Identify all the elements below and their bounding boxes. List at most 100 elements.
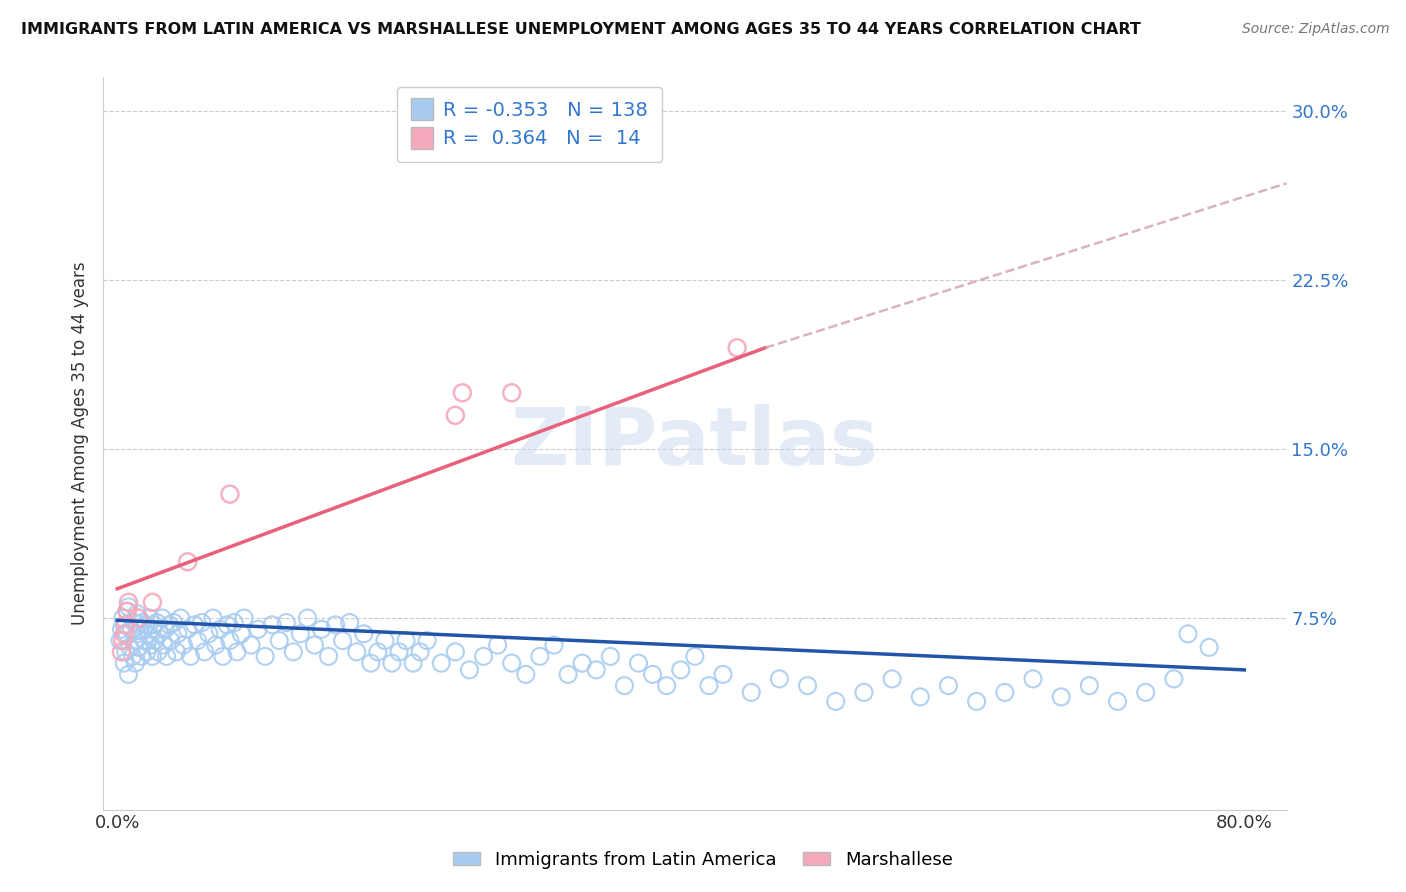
Point: [120, 623, 142, 637]
Point: [697, 679, 720, 693]
Point: [202, 611, 225, 625]
Point: [131, 615, 153, 630]
Point: [852, 685, 875, 699]
Point: [127, 640, 149, 655]
Point: [193, 645, 215, 659]
Point: [115, 604, 138, 618]
Point: [118, 640, 141, 655]
Point: [683, 649, 706, 664]
Point: [176, 623, 198, 637]
Point: [641, 667, 664, 681]
Point: [152, 638, 174, 652]
Point: [262, 617, 284, 632]
Point: [1198, 640, 1220, 655]
Point: [388, 645, 411, 659]
Point: [108, 633, 131, 648]
Point: [402, 656, 425, 670]
Point: [966, 694, 988, 708]
Point: [240, 638, 263, 652]
Point: [269, 633, 291, 648]
Point: [994, 685, 1017, 699]
Point: [145, 615, 167, 630]
Point: [110, 645, 132, 659]
Point: [150, 611, 173, 625]
Point: [543, 638, 565, 652]
Point: [557, 667, 579, 681]
Point: [880, 672, 903, 686]
Point: [1022, 672, 1045, 686]
Point: [141, 595, 163, 609]
Point: [112, 627, 135, 641]
Point: [247, 623, 270, 637]
Point: [125, 607, 148, 621]
Point: [381, 656, 404, 670]
Point: [139, 638, 162, 652]
Point: [571, 656, 593, 670]
Point: [768, 672, 790, 686]
Legend: R = -0.353   N = 138, R =  0.364   N =  14: R = -0.353 N = 138, R = 0.364 N = 14: [396, 87, 662, 162]
Point: [353, 627, 375, 641]
Point: [111, 633, 134, 648]
Point: [599, 649, 621, 664]
Point: [122, 615, 145, 630]
Point: [233, 611, 256, 625]
Point: [669, 663, 692, 677]
Point: [143, 633, 166, 648]
Point: [124, 633, 146, 648]
Point: [367, 645, 389, 659]
Point: [226, 645, 249, 659]
Point: [219, 633, 242, 648]
Point: [110, 623, 132, 637]
Point: [141, 623, 163, 637]
Point: [135, 645, 157, 659]
Point: [112, 617, 135, 632]
Point: [1078, 679, 1101, 693]
Point: [254, 649, 277, 664]
Point: [444, 409, 467, 423]
Point: [165, 645, 187, 659]
Point: [311, 623, 333, 637]
Point: [501, 656, 523, 670]
Point: [824, 694, 846, 708]
Point: [409, 645, 432, 659]
Point: [153, 623, 176, 637]
Point: [374, 633, 396, 648]
Point: [117, 667, 139, 681]
Text: IMMIGRANTS FROM LATIN AMERICA VS MARSHALLESE UNEMPLOYMENT AMONG AGES 35 TO 44 YE: IMMIGRANTS FROM LATIN AMERICA VS MARSHAL…: [21, 22, 1140, 37]
Point: [1050, 690, 1073, 704]
Point: [209, 623, 232, 637]
Point: [142, 617, 165, 632]
Point: [117, 595, 139, 609]
Point: [115, 627, 138, 641]
Point: [231, 627, 253, 641]
Point: [162, 615, 184, 630]
Point: [190, 615, 212, 630]
Point: [121, 649, 143, 664]
Point: [138, 611, 160, 625]
Point: [176, 555, 198, 569]
Point: [938, 679, 960, 693]
Point: [132, 633, 155, 648]
Point: [1163, 672, 1185, 686]
Point: [169, 611, 191, 625]
Point: [395, 633, 418, 648]
Legend: Immigrants from Latin America, Marshallese: Immigrants from Latin America, Marshalle…: [446, 844, 960, 876]
Point: [128, 623, 150, 637]
Point: [711, 667, 734, 681]
Point: [117, 599, 139, 614]
Point: [458, 663, 481, 677]
Point: [157, 617, 180, 632]
Point: [172, 638, 194, 652]
Point: [515, 667, 537, 681]
Point: [111, 611, 134, 625]
Y-axis label: Unemployment Among Ages 35 to 44 years: Unemployment Among Ages 35 to 44 years: [72, 261, 89, 625]
Point: [276, 615, 298, 630]
Point: [318, 649, 340, 664]
Text: Source: ZipAtlas.com: Source: ZipAtlas.com: [1241, 22, 1389, 37]
Point: [430, 656, 453, 670]
Text: ZIPatlas: ZIPatlas: [510, 404, 879, 483]
Point: [114, 617, 136, 632]
Point: [655, 679, 678, 693]
Point: [148, 627, 170, 641]
Point: [725, 341, 748, 355]
